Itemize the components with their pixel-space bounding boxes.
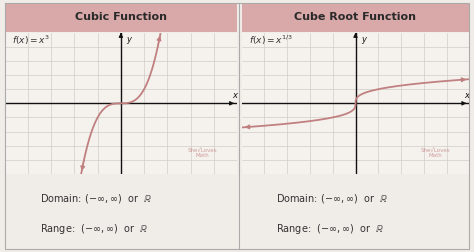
Text: $f(x) = x^{1/3}$: $f(x) = x^{1/3}$ (248, 34, 292, 47)
Text: Cube Root Function: Cube Root Function (294, 12, 417, 22)
Text: She√Loves
Math: She√Loves Math (187, 147, 217, 158)
Text: Range:  $(-\infty,\infty)$  or  $\mathbb{R}$: Range: $(-\infty,\infty)$ or $\mathbb{R}… (276, 222, 384, 236)
Text: Range:  $(-\infty,\infty)$  or  $\mathbb{R}$: Range: $(-\infty,\infty)$ or $\mathbb{R}… (39, 222, 148, 236)
Text: Cubic Function: Cubic Function (75, 12, 167, 22)
Text: x: x (232, 91, 237, 100)
Text: x: x (465, 91, 469, 100)
Text: y: y (361, 35, 366, 44)
Text: y: y (127, 35, 132, 44)
Text: Domain: $(-\infty,\infty)$  or  $\mathbb{R}$: Domain: $(-\infty,\infty)$ or $\mathbb{R… (39, 192, 152, 205)
Text: $f(x) = x^3$: $f(x) = x^3$ (12, 34, 49, 47)
Text: Domain: $(-\infty,\infty)$  or  $\mathbb{R}$: Domain: $(-\infty,\infty)$ or $\mathbb{R… (276, 192, 388, 205)
Text: She√Loves
Math: She√Loves Math (420, 147, 450, 158)
